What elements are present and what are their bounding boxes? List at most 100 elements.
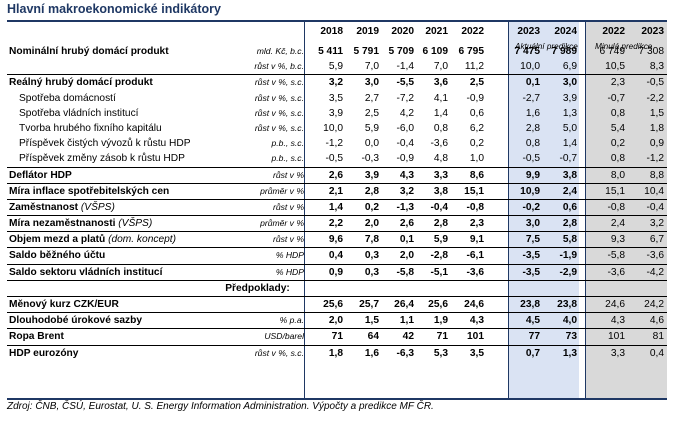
value-cell: 0,6 [562, 201, 577, 213]
value-cell: 8,0 [610, 169, 625, 181]
value-cell: 1,1 [399, 315, 414, 327]
value-cell: 3,2 [328, 77, 343, 89]
header-year: 2018 [320, 26, 343, 37]
value-cell: 1,0 [469, 153, 484, 165]
value-cell: 0,2 [610, 138, 625, 150]
value-cell: -5,5 [396, 77, 414, 89]
table-row: Předpoklady: [7, 279, 667, 296]
value-cell: 9,6 [328, 234, 343, 246]
value-cell: 3,9 [328, 107, 343, 119]
value-cell: 4,1 [433, 92, 448, 104]
value-cell: 2,7 [364, 92, 379, 104]
row-label: HDP eurozóny [9, 347, 79, 359]
value-cell: -0,8 [607, 201, 625, 213]
row-label: Příspěvek změny zásob k růstu HDP [19, 153, 185, 165]
value-cell: -3,5 [522, 250, 540, 262]
header-year: 2024 [554, 26, 577, 37]
row-unit: růst v %, s.c. [254, 77, 304, 88]
row-label: Spotřeba vládních institucí [19, 107, 139, 119]
row-unit: % HDP [275, 250, 304, 261]
value-cell: 2,4 [610, 218, 625, 230]
value-cell: 0,7 [525, 347, 540, 359]
value-cell: -3,6 [646, 250, 664, 262]
value-cell: -1,3 [396, 201, 414, 213]
table-row: Příspěvek čistých vývozů k růstu HDP p.b.… [7, 136, 667, 151]
row-unit: růst v %, s.c. [254, 92, 304, 103]
value-cell: -0,2 [522, 201, 540, 213]
value-cell: 10,0 [323, 122, 343, 134]
table-row: Zaměstnanost (VŠPS) růst v % 1,4 0,2 -1,3 -0,… [7, 198, 667, 215]
value-cell: 3,9 [364, 169, 379, 181]
value-cell: 77 [528, 331, 540, 343]
value-cell: 1,4 [328, 201, 343, 213]
value-cell: -0,3 [361, 153, 379, 165]
value-cell: 3,2 [649, 218, 664, 230]
value-cell: 64 [367, 331, 379, 343]
value-cell: 71 [436, 331, 448, 343]
row-label: Nominální hrubý domácí produkt [9, 46, 169, 57]
value-cell: -6,3 [396, 347, 414, 359]
value-cell: 24,6 [464, 299, 484, 310]
value-cell: 4,3 [610, 315, 625, 327]
value-cell: -1,2 [325, 138, 343, 150]
row-unit: mld. Kč, b.c. [256, 46, 304, 56]
value-cell: 3,3 [433, 169, 448, 181]
value-cell: 0,1 [525, 77, 540, 89]
row-unit: růst v %, s.c. [254, 347, 304, 358]
value-cell: 0,8 [433, 122, 448, 134]
row-label-note: (VŠPS) [78, 201, 115, 213]
value-cell: -0,7 [607, 92, 625, 104]
value-cell: 2,6 [399, 218, 414, 230]
value-cell: 2,0 [399, 250, 414, 262]
row-unit: růst v % [272, 169, 304, 180]
value-cell: 7,0 [364, 61, 379, 73]
value-cell: 2,1 [328, 185, 343, 197]
value-cell: 5,8 [562, 234, 577, 246]
header-year: 2022 [461, 26, 484, 37]
value-cell: 0,4 [328, 250, 343, 262]
row-unit: růst v %, b.c. [254, 61, 304, 72]
value-cell: -3,6 [430, 138, 448, 150]
value-cell: 9,9 [525, 169, 540, 181]
value-cell: 5,0 [562, 122, 577, 134]
table-row: růst v %, b.c. 5,9 7,0 -1,4 7,0 11,2 10,0 6,9 10… [7, 59, 667, 74]
value-cell: -0,7 [559, 153, 577, 165]
value-cell: 3,2 [399, 185, 414, 197]
value-cell: 6,7 [649, 234, 664, 246]
value-cell: -0,9 [396, 153, 414, 165]
current-forecast-label: Aktuální predikce [515, 42, 578, 51]
value-cell: 0,2 [364, 201, 379, 213]
value-cell: 5,4 [610, 122, 625, 134]
value-cell: 6,2 [469, 122, 484, 134]
value-cell: 4,2 [399, 107, 414, 119]
value-cell: -3,6 [466, 266, 484, 278]
value-cell: -0,5 [646, 77, 664, 89]
value-cell: 101 [467, 331, 484, 343]
row-label: Dlouhodobé úrokové sazby [9, 315, 143, 327]
value-cell: 0,3 [364, 266, 379, 278]
value-cell: 7,5 [525, 234, 540, 246]
header-year: 2023 [641, 26, 664, 37]
value-cell: 101 [608, 331, 625, 343]
value-cell: 4,3 [469, 315, 484, 327]
table-row: Deflátor HDP růst v % 2,6 3,9 4,3 3,3 8,6 9,9 3,… [7, 166, 667, 183]
value-cell: 0,9 [649, 138, 664, 150]
table-row: Spotřeba vládních institucí růst v %, s.c… [7, 106, 667, 121]
row-unit: růst v % [272, 201, 304, 212]
value-cell: 2,6 [328, 169, 343, 181]
value-cell: -6,0 [396, 122, 414, 134]
row-label: Míra inflace spotřebitelských cen [9, 185, 170, 197]
value-cell: 9,3 [610, 234, 625, 246]
value-cell: 4,5 [525, 315, 540, 327]
value-cell: 2,5 [469, 77, 484, 89]
row-label: Deflátor HDP [9, 169, 72, 181]
value-cell: 10,9 [520, 185, 540, 197]
header-year: 2019 [356, 26, 379, 37]
value-cell: -7,2 [396, 92, 414, 104]
value-cell: 5,9 [328, 61, 343, 73]
value-cell: 81 [652, 331, 664, 343]
row-label: Saldo sektoru vládních institucí [9, 266, 163, 278]
value-cell: 5 411 [318, 46, 343, 57]
value-cell: 5,9 [433, 234, 448, 246]
